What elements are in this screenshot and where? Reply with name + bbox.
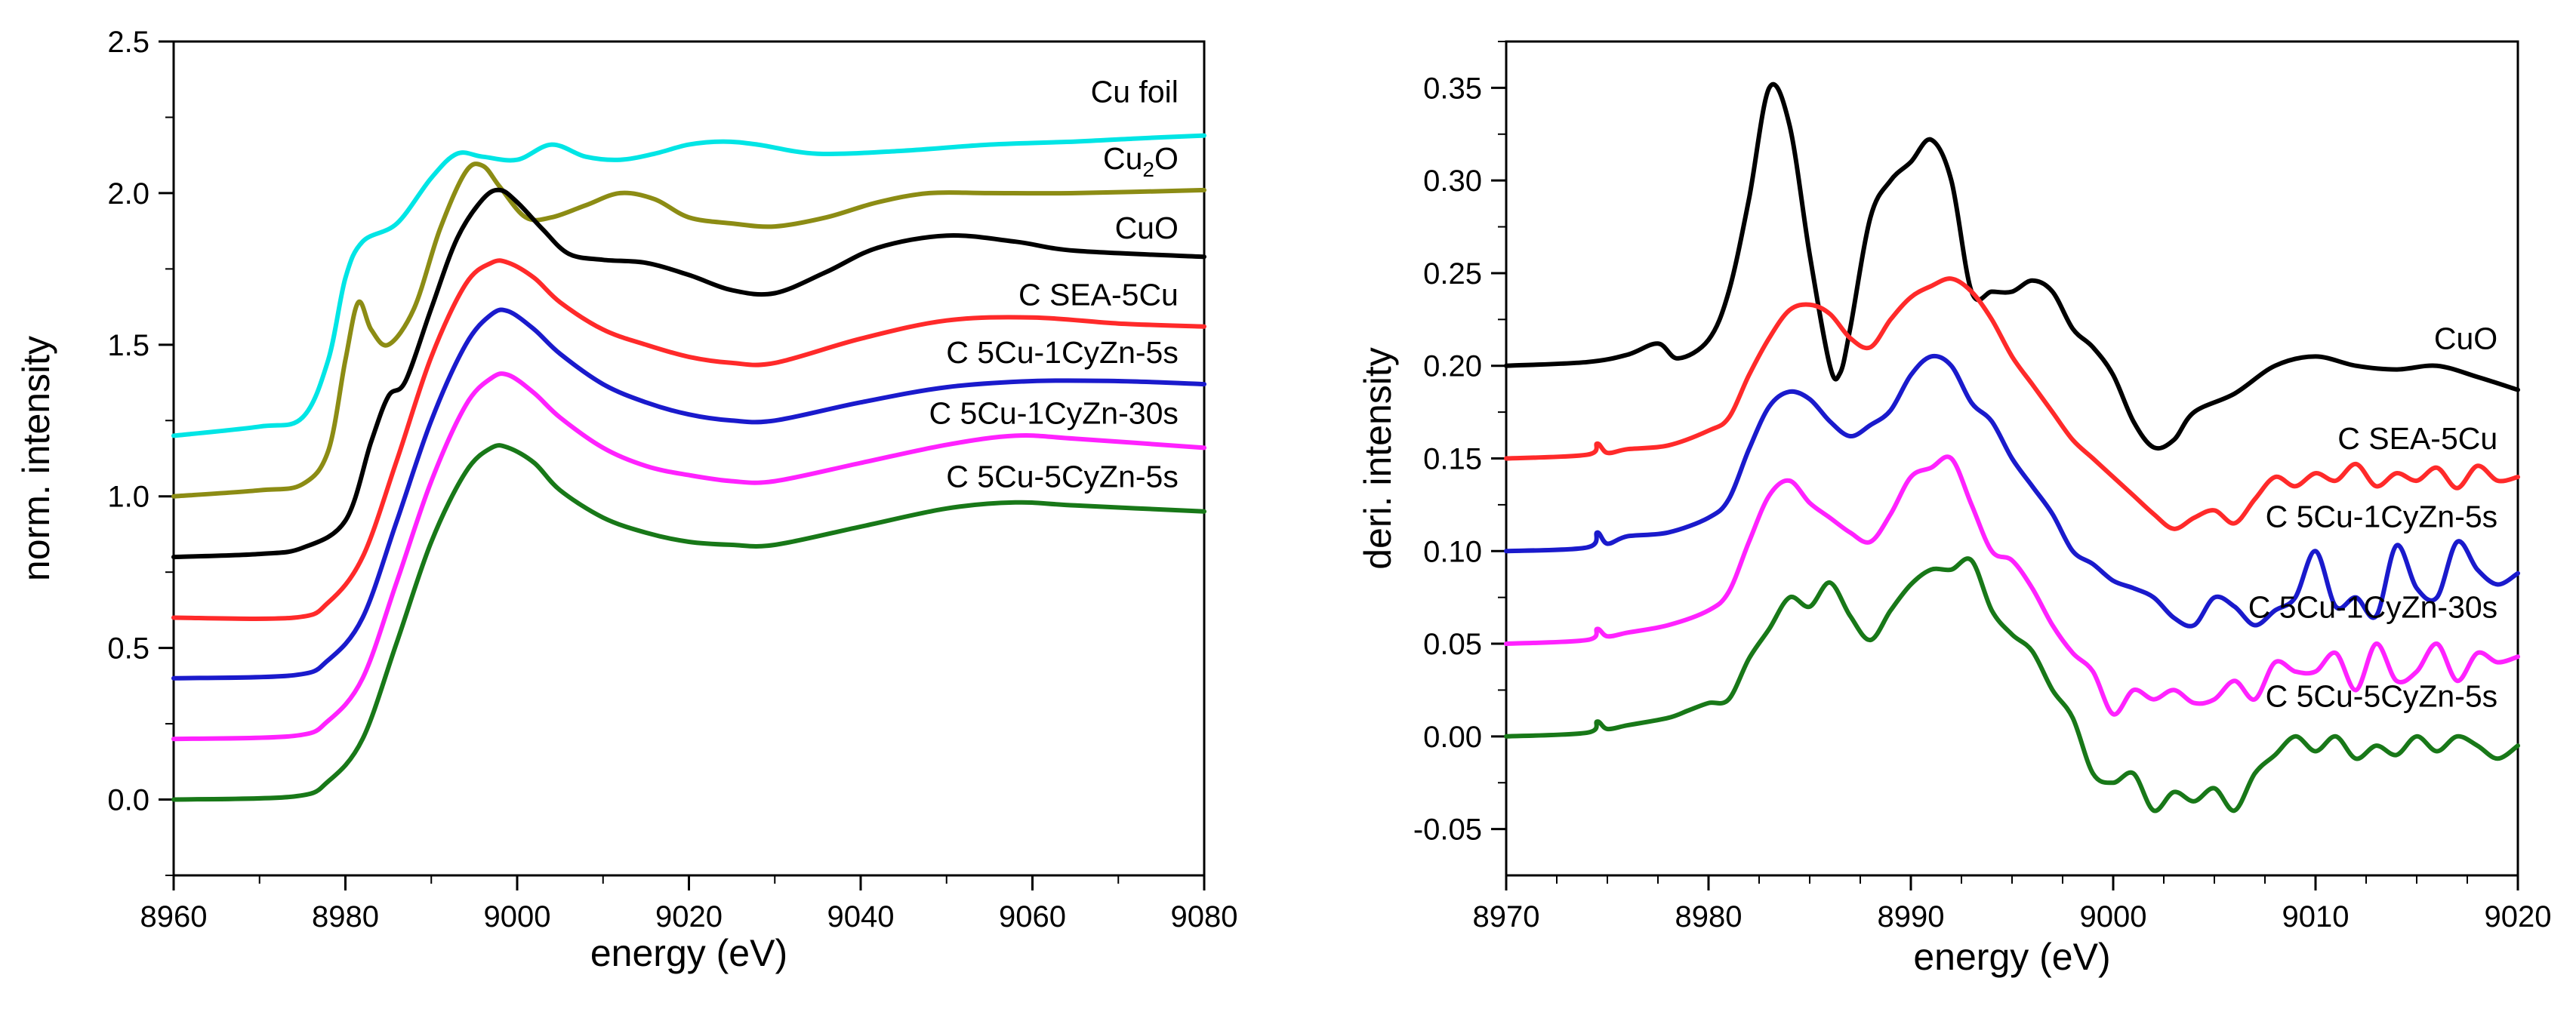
norm-x-axis-title: energy (eV): [590, 932, 787, 974]
norm-plot-frame: [172, 40, 1206, 877]
norm-series-line-c-5cu-5cyzn-5s: [171, 443, 1206, 802]
norm-x-tick-label: 9040: [827, 900, 895, 933]
series-label-main: CuO: [1115, 211, 1179, 245]
deri-series-label-c-5cu-1cyzn-5s: C 5Cu-1CyZn-5s: [2266, 499, 2498, 534]
norm-y-axis-title: norm. intensity: [15, 336, 57, 581]
norm-series-label-cu2o: Cu2O: [1103, 141, 1179, 181]
norm-x-tick-label: 9080: [1171, 900, 1238, 933]
deri-x-tick-label: 9000: [2080, 900, 2147, 933]
deri-y-axis-title: deri. intensity: [1357, 347, 1399, 570]
series-label-tail: O: [1154, 141, 1179, 176]
chart-derivative-intensity: 8970 8980 8990 9000 9010 9020 -0.05 0.00 0.05 0.1…: [1357, 40, 2552, 978]
deri-y-tick-label: 0.30: [1423, 165, 1482, 198]
deri-y-tick-label: 0.20: [1423, 350, 1482, 383]
series-label-main: C 5Cu-1CyZn-5s: [2266, 499, 2498, 534]
series-label-main: C 5Cu-1CyZn-30s: [2248, 590, 2497, 625]
norm-y-tick-label: 1.5: [107, 329, 149, 362]
series-label-main: CuO: [2434, 321, 2497, 356]
deri-series-line-c-5cu-1cyzn-30s: [1504, 454, 2520, 717]
deri-y-tick-label: 0.15: [1423, 443, 1482, 476]
norm-series-label-c-5cu-5cyzn-5s: C 5Cu-5CyZn-5s: [946, 460, 1179, 494]
norm-x-tick-label: 9020: [655, 900, 723, 933]
deri-y-tick-label: 0.25: [1423, 257, 1482, 291]
deri-series-label-cuo: CuO: [2434, 321, 2497, 356]
norm-series-label-c-sea-5cu: C SEA-5Cu: [1018, 278, 1179, 312]
norm-y-tick-label: 0.0: [107, 784, 149, 817]
series-label-subscript: 2: [1142, 158, 1154, 181]
deri-series-line-cuo: [1504, 82, 2520, 451]
norm-series-line-c-sea-5cu: [171, 258, 1206, 621]
norm-y-tick-label: 2.0: [107, 177, 149, 211]
deri-x-tick-label: 9010: [2282, 900, 2350, 933]
deri-series-line-c-5cu-5cyzn-5s: [1504, 556, 2520, 813]
deri-x-tick-label: 9020: [2485, 900, 2552, 933]
deri-x-tick-label: 8990: [1878, 900, 1945, 933]
series-label-main: C 5Cu-1CyZn-5s: [946, 335, 1179, 370]
norm-y-tick-label: 2.5: [107, 26, 149, 59]
norm-series-line-c-5cu-1cyzn-5s: [171, 307, 1206, 681]
series-label-main: Cu foil: [1091, 74, 1179, 109]
norm-y-tick-label: 0.5: [107, 632, 149, 666]
norm-series-line-cu2o: [171, 161, 1206, 499]
deri-series-line-c-5cu-1cyzn-5s: [1504, 353, 2520, 629]
deri-series-label-c-sea-5cu: C SEA-5Cu: [2337, 421, 2497, 456]
deri-y-tick-label: 0.00: [1423, 721, 1482, 754]
norm-x-tick-label: 9060: [999, 900, 1066, 933]
series-label-main: C SEA-5Cu: [1018, 278, 1179, 312]
chart-norm-intensity: 8960 8980 9000 9020 9040 9060 9080 0.0 0.5 1.0 1.5…: [15, 26, 1237, 974]
norm-series-line-c-5cu-1cyzn-30s: [171, 371, 1206, 742]
norm-y-tick-label: 1.0: [107, 481, 149, 514]
series-label-main: C 5Cu-5CyZn-5s: [946, 460, 1179, 494]
deri-y-tick-label: 0.10: [1423, 535, 1482, 568]
norm-series-label-cuo: CuO: [1115, 211, 1179, 245]
norm-series-label-c-5cu-1cyzn-5s: C 5Cu-1CyZn-5s: [946, 335, 1179, 370]
series-label-main: C 5Cu-1CyZn-30s: [929, 395, 1178, 430]
series-label-main: C 5Cu-5CyZn-5s: [2266, 679, 2498, 714]
deri-series-line-c-sea-5cu: [1504, 276, 2520, 531]
deri-series-label-c-5cu-1cyzn-30s: C 5Cu-1CyZn-30s: [2248, 590, 2497, 625]
deri-y-tick-label: -0.05: [1413, 813, 1482, 847]
deri-y-tick-label: 0.05: [1423, 628, 1482, 661]
norm-series-line-cuo: [171, 187, 1206, 560]
series-label-main: C SEA-5Cu: [2337, 421, 2497, 456]
deri-series-label-c-5cu-5cyzn-5s: C 5Cu-5CyZn-5s: [2266, 679, 2498, 714]
norm-x-tick-label: 8980: [312, 900, 379, 933]
norm-series-line-cu-foil: [171, 133, 1206, 438]
series-label-main: Cu: [1103, 141, 1142, 176]
deri-x-axis-title: energy (eV): [1913, 936, 2110, 978]
norm-x-tick-label: 8960: [140, 900, 208, 933]
norm-x-tick-label: 9000: [484, 900, 551, 933]
norm-series-label-cu-foil: Cu foil: [1091, 74, 1179, 109]
deri-x-tick-label: 8980: [1675, 900, 1742, 933]
norm-series-label-c-5cu-1cyzn-30s: C 5Cu-1CyZn-30s: [929, 395, 1178, 430]
deri-y-tick-label: 0.35: [1423, 72, 1482, 105]
deri-x-tick-label: 8970: [1473, 900, 1540, 933]
